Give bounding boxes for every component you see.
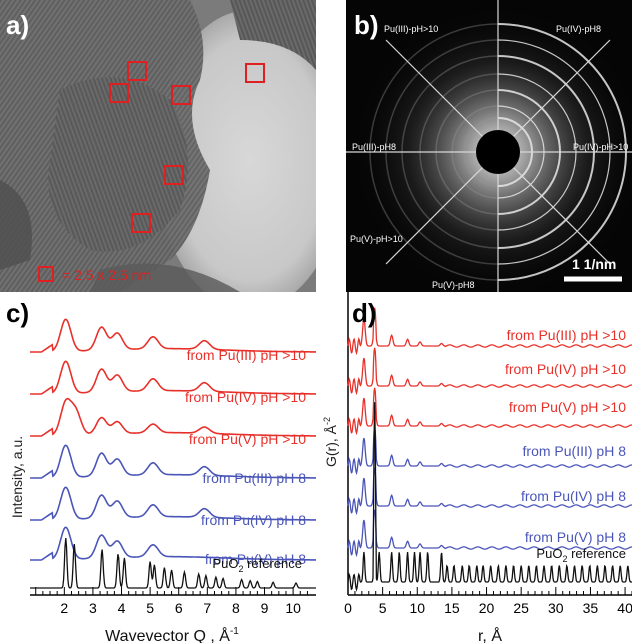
chart-d-panel-label: d)	[352, 298, 377, 328]
chart-d-series-line	[347, 307, 632, 356]
sector-label-pu4-ph8: Pu(IV)-pH8	[556, 24, 602, 34]
panel-a-tem-image: a) = 2.5 x 2.5 nm	[0, 0, 316, 292]
chart-d-series-label: from Pu(IV) pH >10	[505, 361, 626, 377]
chart-d-tick-label: 25	[513, 600, 529, 616]
chart-c-series-label: from Pu(III) pH 8	[203, 470, 307, 486]
panel-b-label: b)	[354, 10, 379, 40]
selection-box	[109, 83, 129, 103]
chart-c-tick-label: 4	[118, 600, 126, 616]
chart-d-series-label: from Pu(V) pH >10	[509, 399, 626, 415]
chart-d-xlabel: r, Å	[478, 626, 502, 643]
chart-c-series-label: from Pu(V) pH 8	[205, 551, 306, 567]
chart-d-series-line	[347, 467, 632, 516]
chart-d-series-label: from Pu(V) pH 8	[525, 529, 626, 545]
selection-box	[127, 61, 147, 81]
chart-d-ylabel: G(r), Å-2	[322, 417, 339, 467]
scale-legend-box	[38, 266, 54, 282]
sector-label-pu3-ph8: Pu(III)-pH8	[352, 142, 397, 152]
chart-d-tick-label: 0	[344, 600, 352, 616]
selection-boxes	[109, 61, 265, 233]
chart-d-tick-label: 20	[479, 600, 495, 616]
chart-d-tick-label: 10	[409, 600, 425, 616]
chart-c-series-line	[30, 444, 316, 479]
chart-c-tick-label: 10	[285, 600, 301, 616]
scale-bar-label: 1 1/nm	[572, 256, 617, 272]
chart-c-series-label: from Pu(IV) pH >10	[185, 389, 306, 405]
chart-c-series-line	[30, 486, 316, 521]
chart-c-series-label: from Pu(IV) pH 8	[201, 512, 306, 528]
chart-c-tick-label: 8	[232, 600, 240, 616]
chart-c-tick-label: 9	[261, 600, 269, 616]
sector-label-pu4-ph10: Pu(IV)-pH>10	[573, 142, 629, 152]
sector-label-pu5-ph8: Pu(V)-pH8	[432, 280, 475, 290]
tem-micrograph	[0, 0, 316, 292]
chart-d-series-line	[347, 509, 632, 558]
chart-d-series-line	[347, 402, 632, 592]
chart-c-series-line	[30, 397, 316, 437]
selection-box	[245, 63, 265, 83]
chart-c-series-line	[30, 360, 316, 395]
chart-d: 0 5 10 15 20 25 30 35 40 from Pu(III) pH >10 from…	[322, 292, 632, 643]
sector-label-pu5-ph10: Pu(V)-pH>10	[350, 234, 403, 244]
chart-c: 2 3 4 5 6 7 8 9 10 from Pu(III) pH >10 from Pu(IV…	[6, 298, 316, 643]
chart-d-tick-label: 15	[444, 600, 460, 616]
chart-c-series-line	[30, 526, 316, 561]
chart-c-xlabel: Wavevector Q , Å-1	[105, 626, 239, 643]
chart-c-tick-label: 5	[146, 600, 154, 616]
chart-c-series-label: from Pu(III) pH >10	[187, 347, 307, 363]
chart-c-panel-label: c)	[6, 298, 29, 328]
chart-d-series-label: from Pu(III) pH >10	[507, 327, 627, 343]
svg-text:Intensity, a.u.: Intensity, a.u.	[9, 436, 25, 518]
sector-label-pu3-ph10: Pu(III)-pH>10	[384, 24, 439, 34]
chart-d-tick-label: 30	[548, 600, 564, 616]
chart-d-series-label: from Pu(III) pH 8	[523, 443, 627, 459]
chart-d-tick-label: 5	[379, 600, 387, 616]
selection-box	[164, 165, 184, 185]
chart-d-series-label: from Pu(IV) pH 8	[521, 488, 626, 504]
chart-c-series-line	[30, 318, 316, 353]
chart-c-tick-label: 6	[175, 600, 183, 616]
chart-c-series-line	[30, 537, 316, 589]
selection-box	[171, 85, 191, 105]
chart-d-tick-label: 35	[583, 600, 599, 616]
chart-d-series-line	[347, 347, 632, 396]
chart-d-series-line	[347, 427, 632, 476]
chart-d-series-line	[347, 387, 632, 436]
chart-c-tick-label: 7	[203, 600, 211, 616]
chart-c-ylabel: Intensity, a.u.	[9, 436, 25, 518]
charts-area: 2 3 4 5 6 7 8 9 10 from Pu(III) pH >10 from Pu(IV…	[6, 292, 632, 643]
panel-b-diffraction: b) Pu(III)-pH>10 Pu(IV)-pH8 Pu(III)-pH8 …	[346, 0, 632, 292]
chart-c-series-label: PuO2 reference	[212, 556, 302, 574]
chart-c-series-label: from Pu(V) pH >10	[189, 431, 306, 447]
selection-box	[131, 213, 151, 233]
svg-text:G(r), Å-2: G(r), Å-2	[322, 417, 339, 467]
chart-c-tick-label: 2	[60, 600, 68, 616]
panel-a-label: a)	[6, 10, 30, 40]
chart-d-series-label: PuO2 reference	[536, 546, 626, 564]
chart-c-tick-label: 3	[89, 600, 97, 616]
diffraction-pattern	[346, 0, 632, 292]
chart-d-tick-label: 40	[617, 600, 632, 616]
scale-legend-text: = 2.5 x 2.5 nm	[62, 267, 152, 283]
